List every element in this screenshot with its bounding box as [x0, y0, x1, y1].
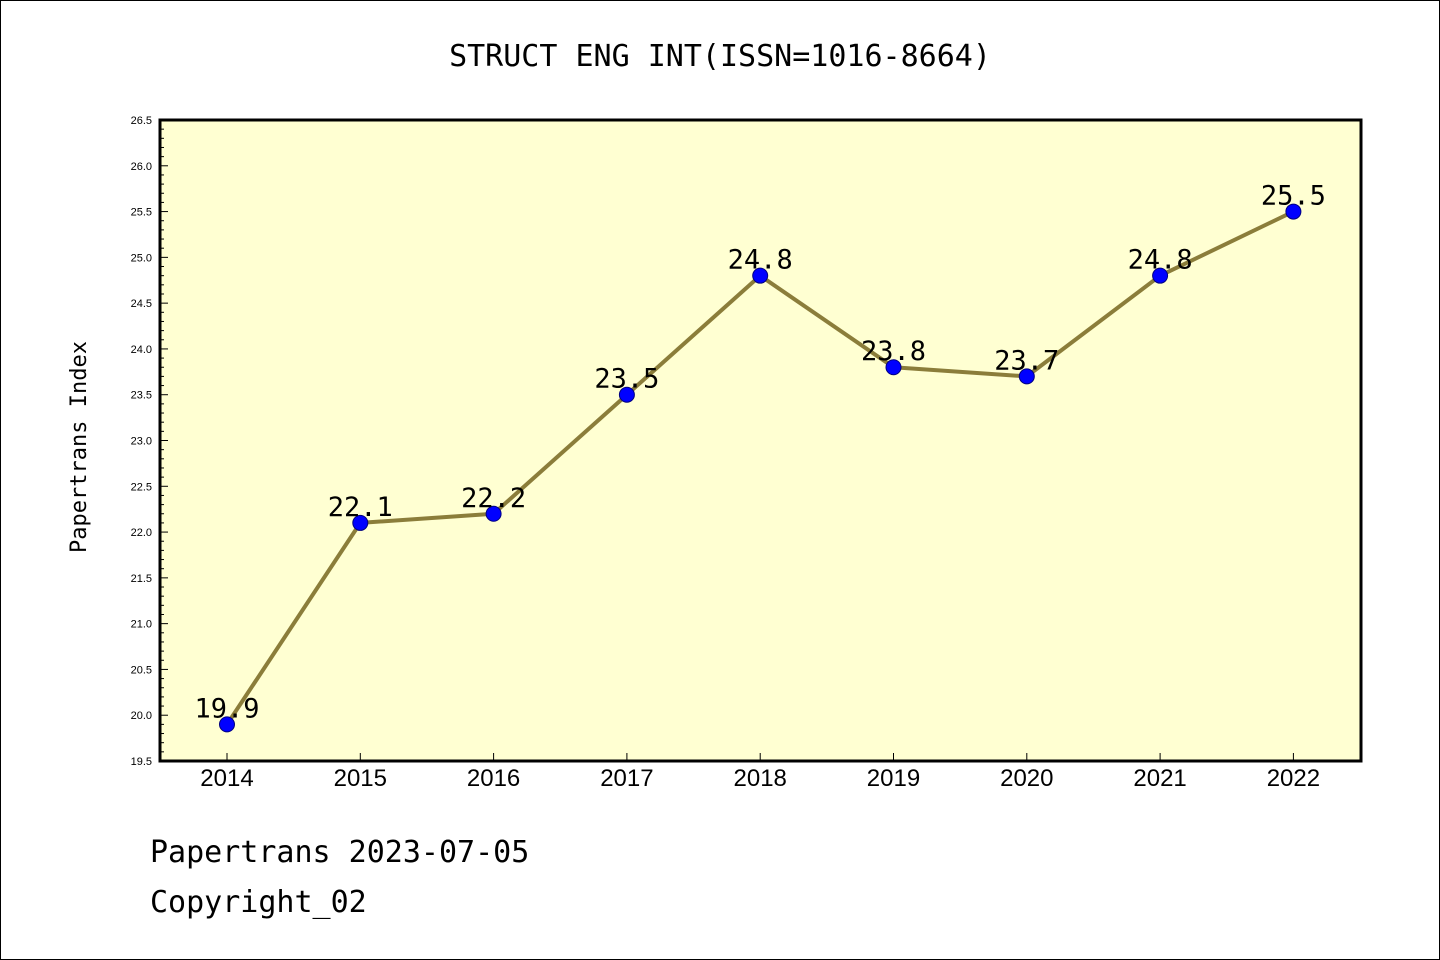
data-label: 24.8: [728, 245, 793, 276]
y-axis-ticks: 19.5 20.0 20.5 21.0 21.5 22.0 22.5 23.0 23.5 24.0…: [131, 115, 168, 768]
footer-date-text: Papertrans 2023-07-05: [150, 835, 530, 870]
y-tick-label: 25.5: [131, 207, 152, 219]
y-tick-label: 23.5: [131, 390, 152, 402]
x-tick-label: 2018: [734, 765, 787, 792]
data-label: 22.2: [461, 483, 526, 514]
data-point-marker: [219, 716, 235, 733]
y-tick-label: 22.5: [131, 481, 152, 493]
x-tick-label: 2021: [1133, 765, 1186, 792]
data-point-marker: [1152, 267, 1169, 284]
y-tick-label: 20.5: [131, 664, 152, 676]
x-tick-label: 2017: [600, 765, 653, 792]
data-label: 25.5: [1261, 181, 1326, 212]
y-tick-label: 20.0: [131, 710, 152, 722]
y-axis-label: Papertrans Index: [67, 341, 92, 553]
y-tick-label: 23.0: [131, 436, 152, 448]
data-label: 23.8: [861, 336, 926, 367]
plot-area: [160, 120, 1361, 761]
data-point-marker: [1018, 368, 1035, 385]
data-label: 24.8: [1128, 245, 1193, 276]
x-tick-label: 2019: [867, 765, 920, 792]
y-tick-label: 26.5: [131, 115, 152, 127]
x-tick-label: 2015: [334, 765, 387, 792]
chart-title: STRUCT ENG INT(ISSN=1016-8664): [449, 39, 991, 74]
y-tick-label: 21.0: [131, 619, 152, 631]
x-tick-label: 2020: [1000, 765, 1053, 792]
x-axis-ticks: 2014 2015 2016 2017 2018 2019 2020 2021 2022: [200, 753, 1320, 792]
y-tick-label: 24.5: [131, 298, 152, 310]
footer-copyright-text: Copyright_02: [150, 885, 367, 920]
y-tick-label: 22.0: [131, 527, 152, 539]
data-label: 19.9: [194, 693, 259, 724]
plot-border: [158, 118, 1363, 763]
data-point-marker: [485, 505, 502, 522]
x-tick-label: 2016: [467, 765, 520, 792]
data-point-marker: [752, 267, 769, 284]
x-tick-label: 2022: [1267, 765, 1320, 792]
data-label: 23.7: [994, 345, 1059, 376]
data-point-marker: [618, 386, 635, 403]
y-tick-label: 24.0: [131, 344, 152, 356]
data-label: 22.1: [328, 492, 393, 523]
y-tick-label: 26.0: [131, 161, 152, 173]
y-tick-label: 19.5: [131, 756, 152, 768]
data-point-marker: [885, 359, 902, 376]
data-point-marker: [1285, 203, 1302, 220]
data-label: 23.5: [594, 364, 659, 395]
data-point-marker: [352, 514, 369, 531]
x-tick-label: 2014: [200, 765, 253, 792]
series-layer: 19.9 22.1 22.2 23.5 24.8 23.8 23.7 24.8 25.5: [194, 181, 1326, 733]
y-tick-label: 21.5: [131, 573, 152, 585]
y-tick-label: 25.0: [131, 252, 152, 264]
